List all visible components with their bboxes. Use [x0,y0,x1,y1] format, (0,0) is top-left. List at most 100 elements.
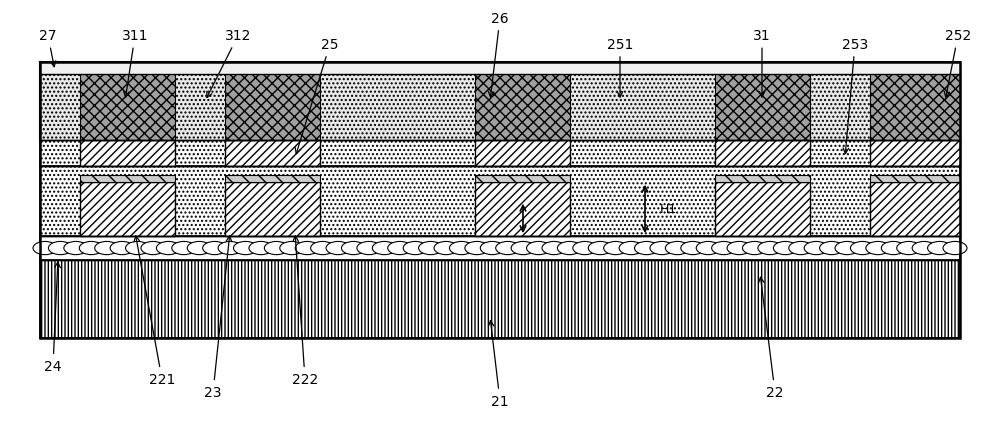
Bar [80,141,175,167]
Bar [40,63,960,141]
Bar [870,175,960,182]
Ellipse shape [897,242,921,255]
Text: 27: 27 [39,30,57,68]
Ellipse shape [928,242,952,255]
Ellipse shape [311,242,335,255]
Text: 21: 21 [488,321,509,408]
Bar [40,167,960,237]
Ellipse shape [126,242,150,255]
Bar [475,182,570,237]
Ellipse shape [187,242,211,255]
Ellipse shape [48,242,72,255]
Text: 24: 24 [44,263,62,373]
Bar [870,141,960,167]
Bar [175,63,225,141]
Ellipse shape [820,242,844,255]
Text: H1: H1 [660,203,677,216]
Bar [870,182,960,237]
Ellipse shape [465,242,489,255]
Ellipse shape [326,242,350,255]
Ellipse shape [249,242,273,255]
Ellipse shape [604,242,628,255]
Bar [225,182,320,237]
Ellipse shape [156,242,180,255]
Ellipse shape [403,242,427,255]
Ellipse shape [742,242,766,255]
Bar [80,182,175,237]
Ellipse shape [511,242,535,255]
Text: 221: 221 [134,236,175,386]
Ellipse shape [665,242,689,255]
Bar [40,63,960,75]
Ellipse shape [866,242,890,255]
Ellipse shape [881,242,905,255]
Ellipse shape [280,242,304,255]
Ellipse shape [203,242,227,255]
Bar [40,237,960,260]
Bar [715,175,810,182]
Bar [570,63,715,141]
Bar [225,175,320,182]
Ellipse shape [588,242,612,255]
Ellipse shape [79,242,103,255]
Ellipse shape [218,242,242,255]
Ellipse shape [95,242,119,255]
Bar [40,63,960,339]
Bar [40,260,960,339]
Text: 25: 25 [295,38,339,155]
Ellipse shape [850,242,874,255]
Bar [40,141,960,167]
Bar [715,182,810,237]
Ellipse shape [449,242,473,255]
Ellipse shape [419,242,443,255]
Text: H2: H2 [535,212,552,225]
Text: 31: 31 [753,30,771,98]
Ellipse shape [635,242,659,255]
Bar [475,175,570,182]
Ellipse shape [388,242,412,255]
Bar [810,63,870,141]
Bar [475,63,570,141]
Bar [225,141,320,167]
Ellipse shape [357,242,381,255]
Ellipse shape [773,242,797,255]
Bar [40,63,80,141]
Ellipse shape [789,242,813,255]
Ellipse shape [650,242,674,255]
Ellipse shape [434,242,458,255]
Ellipse shape [619,242,643,255]
Bar [715,141,810,167]
Text: 222: 222 [292,237,318,386]
Text: 26: 26 [488,12,509,98]
Bar [870,63,960,141]
Ellipse shape [681,242,705,255]
Ellipse shape [696,242,720,255]
Ellipse shape [557,242,581,255]
Text: 253: 253 [842,38,868,154]
Ellipse shape [172,242,196,255]
Text: 22: 22 [758,278,784,399]
Ellipse shape [33,242,57,255]
Bar [475,141,570,167]
Text: 252: 252 [944,30,971,98]
Ellipse shape [912,242,936,255]
Bar [715,63,810,141]
Text: 251: 251 [607,38,633,98]
Ellipse shape [727,242,751,255]
Ellipse shape [758,242,782,255]
Ellipse shape [527,242,551,255]
Ellipse shape [835,242,859,255]
Ellipse shape [64,242,88,255]
Bar [80,175,175,182]
Ellipse shape [264,242,288,255]
Ellipse shape [573,242,597,255]
Text: 311: 311 [122,30,148,98]
Text: 23: 23 [204,237,232,399]
Bar [80,63,175,141]
Ellipse shape [234,242,258,255]
Bar [320,63,475,141]
Ellipse shape [943,242,967,255]
Ellipse shape [141,242,165,255]
Bar [225,63,320,141]
Ellipse shape [295,242,319,255]
